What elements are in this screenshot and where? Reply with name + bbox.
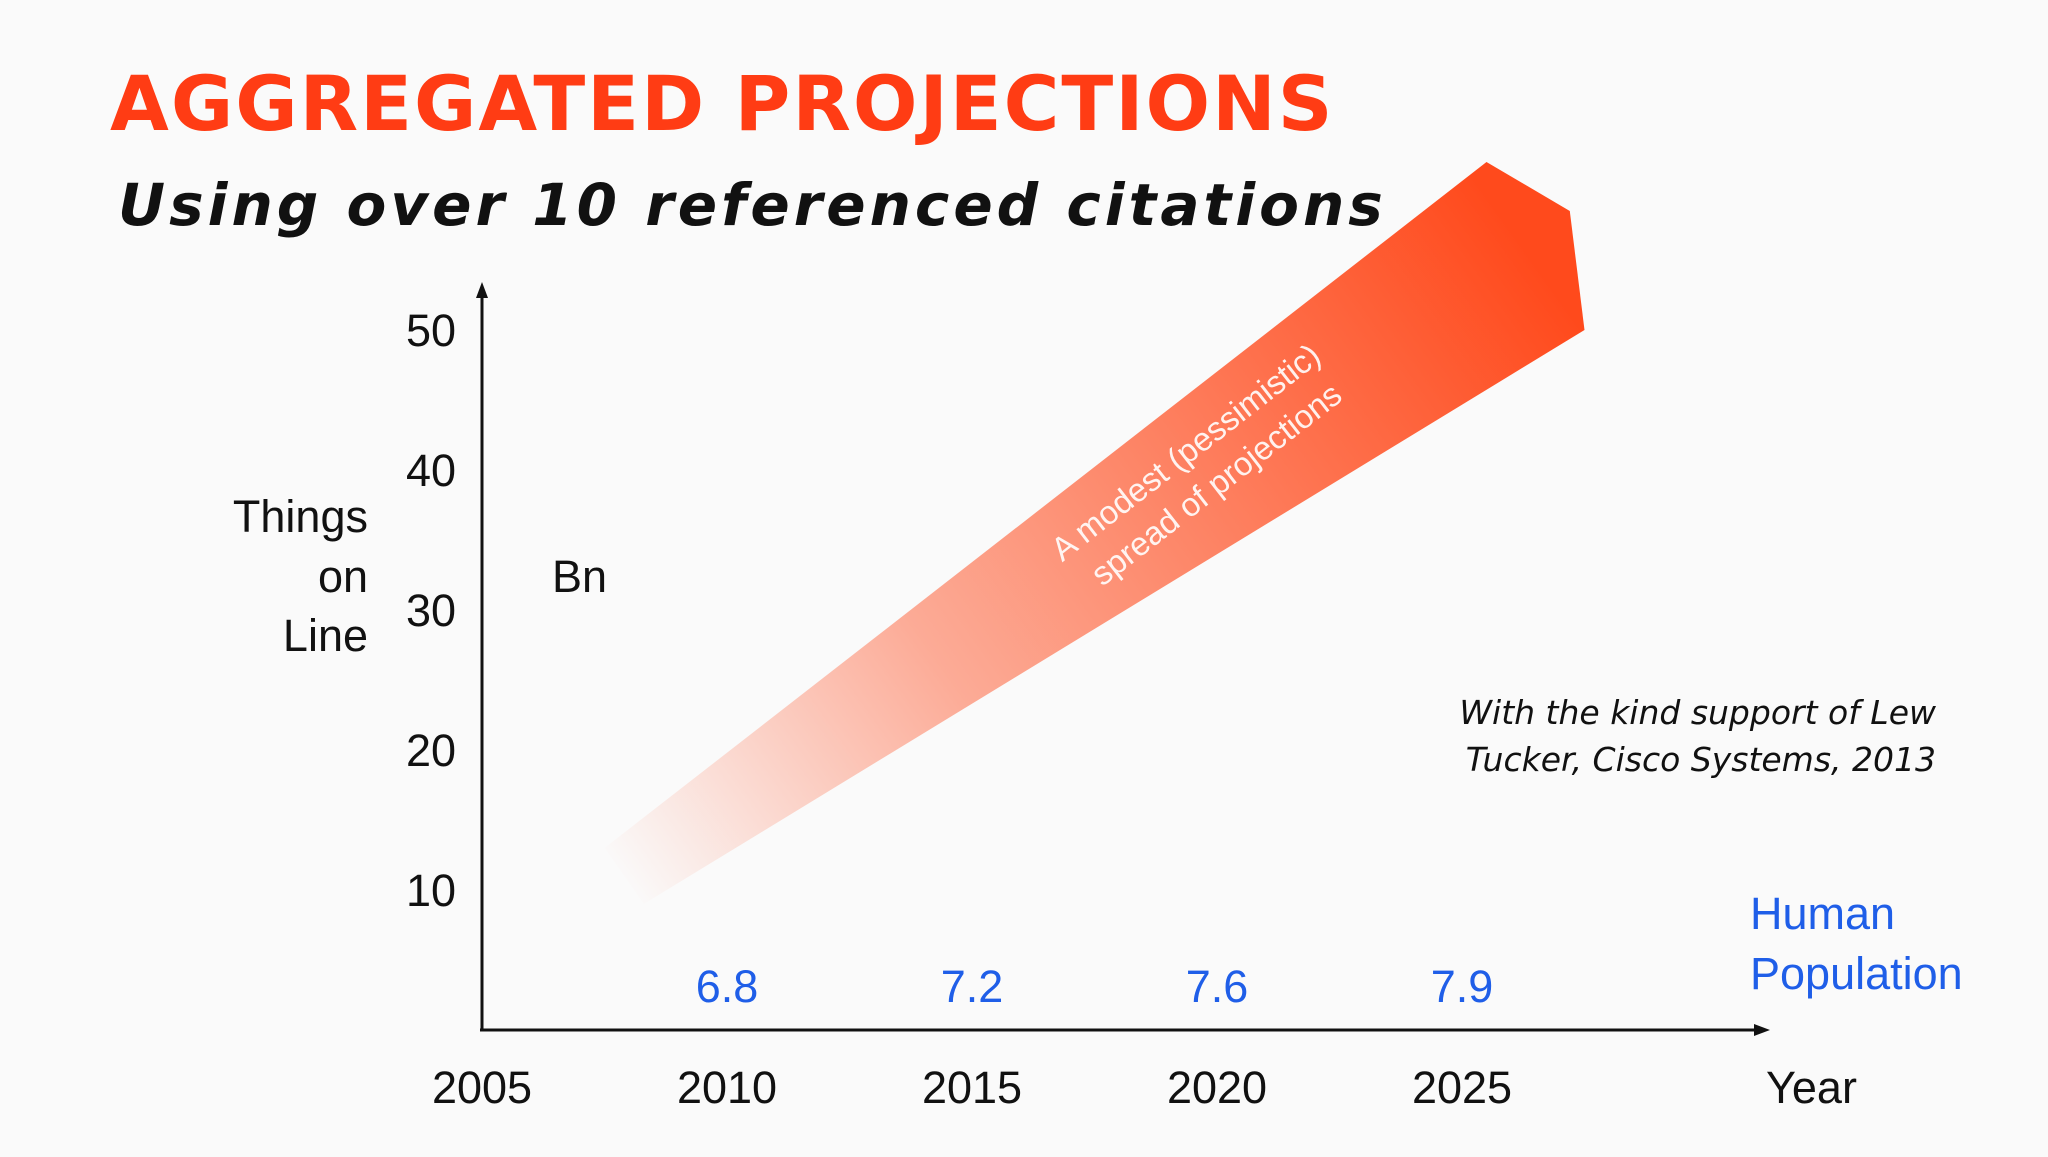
y-axis-label-line-3: Line (283, 610, 368, 661)
y-axis-arrow-icon (476, 282, 488, 298)
y-axis-label-line-1: Things (233, 491, 368, 542)
unit-label: Bn (552, 551, 607, 602)
y-tick-label: 50 (406, 305, 456, 356)
credit-line-2: Tucker, Cisco Systems, 2013 (1466, 740, 1936, 779)
y-tick-label: 30 (406, 585, 456, 636)
x-axis-arrow-icon (1754, 1024, 1770, 1036)
population-label-line-2: Population (1750, 948, 1963, 999)
population-values: 6.8 7.2 7.6 7.9 (696, 961, 1494, 1012)
population-value: 6.8 (696, 961, 759, 1012)
y-tick-label: 40 (406, 445, 456, 496)
y-tick-labels: 10 20 30 40 50 (406, 305, 456, 916)
x-tick-label: 2020 (1167, 1062, 1267, 1113)
population-value: 7.2 (941, 961, 1004, 1012)
page-subtitle: Using over 10 referenced citations (118, 171, 1387, 239)
x-tick-labels: 2005 2010 2015 2020 2025 (432, 1062, 1512, 1113)
page-title: AGGREGATED PROJECTIONS (110, 59, 1335, 148)
credit-line-1: With the kind support of Lew (1459, 693, 1937, 732)
population-label-line-1: Human (1750, 888, 1895, 939)
x-tick-label: 2015 (922, 1062, 1022, 1113)
projection-band (604, 162, 1585, 904)
y-tick-label: 10 (406, 865, 456, 916)
x-tick-label: 2005 (432, 1062, 532, 1113)
x-axis-label: Year (1766, 1062, 1857, 1113)
population-value: 7.6 (1186, 961, 1249, 1012)
x-tick-label: 2010 (677, 1062, 777, 1113)
x-tick-label: 2025 (1412, 1062, 1512, 1113)
y-tick-label: 20 (406, 725, 456, 776)
population-value: 7.9 (1431, 961, 1494, 1012)
y-axis-label-line-2: on (318, 551, 368, 602)
